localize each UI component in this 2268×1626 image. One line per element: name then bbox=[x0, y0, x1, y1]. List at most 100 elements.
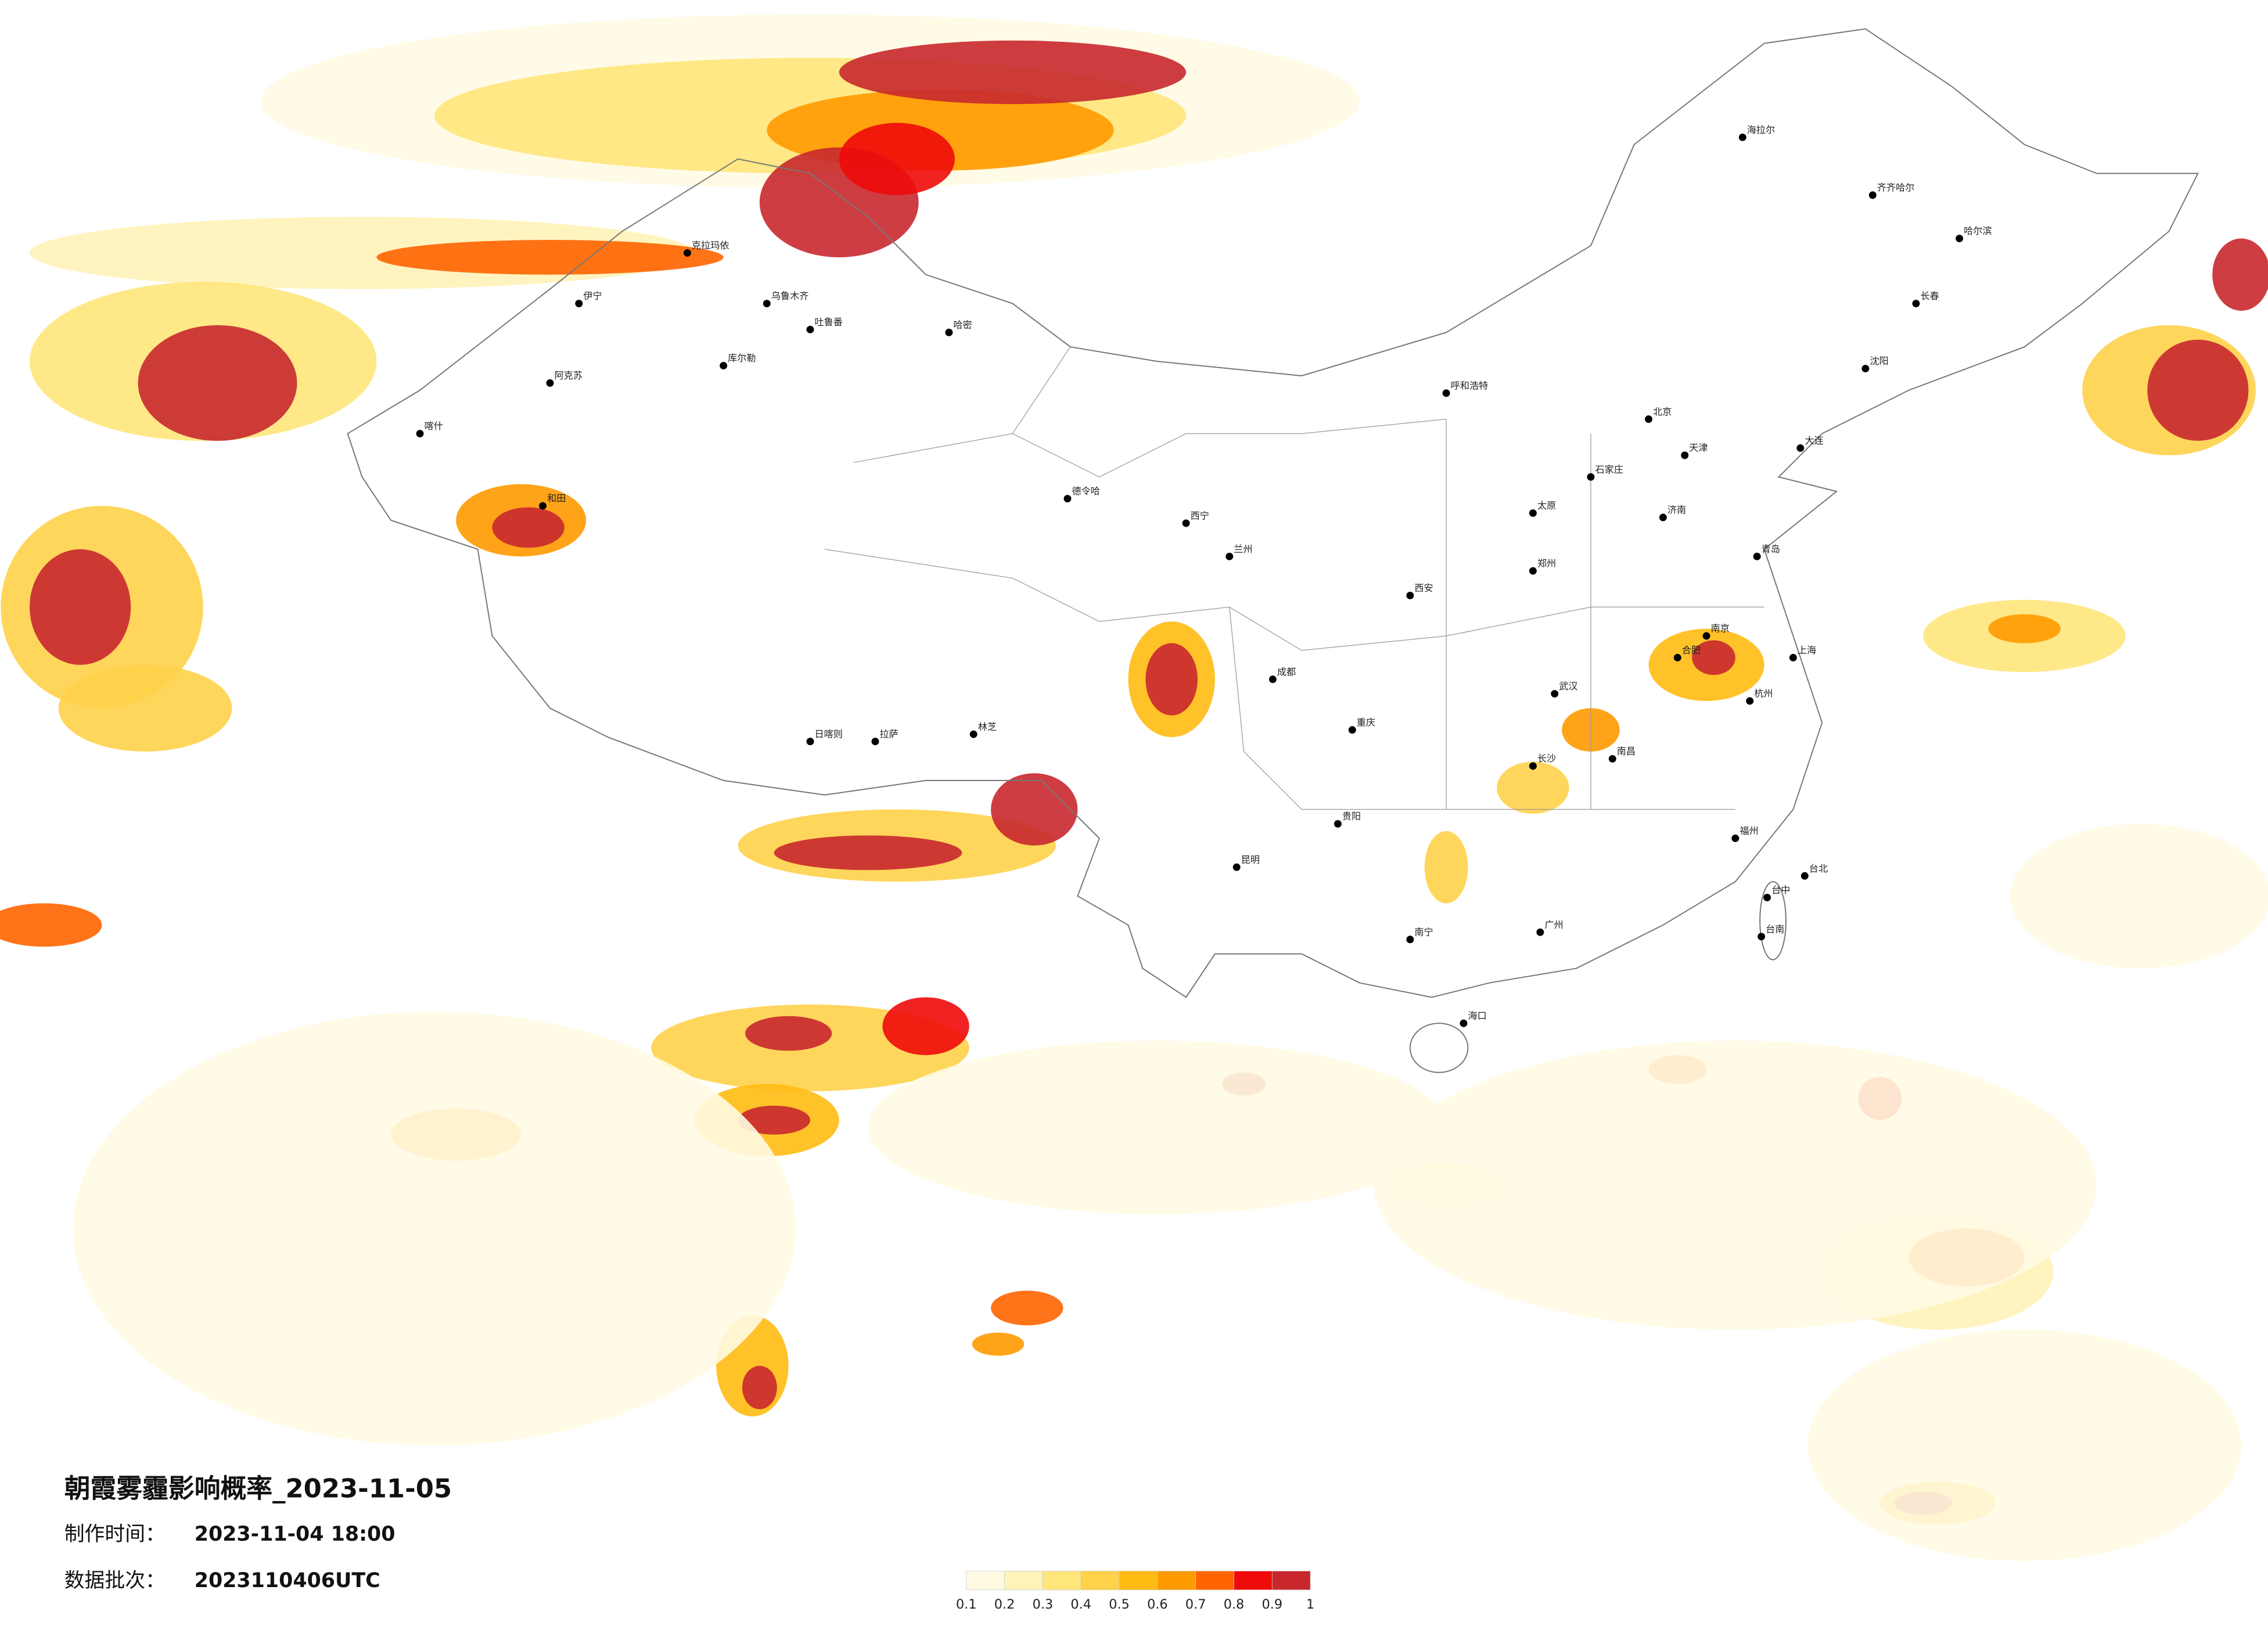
city-dot bbox=[1551, 690, 1559, 698]
city-label: 吐鲁番 bbox=[814, 316, 842, 328]
probability-area bbox=[1497, 761, 1569, 814]
legend-swatch bbox=[1119, 1571, 1158, 1591]
probability-area bbox=[868, 1041, 1447, 1214]
city-dot bbox=[1763, 894, 1771, 902]
city-dot bbox=[1536, 928, 1544, 936]
probability-area bbox=[29, 549, 131, 665]
probability-area bbox=[73, 1012, 796, 1445]
probability-area bbox=[1807, 1329, 2241, 1561]
city-dot bbox=[575, 300, 583, 308]
city-dot bbox=[1681, 451, 1689, 459]
city-dot bbox=[806, 325, 814, 333]
city-dot bbox=[1746, 697, 1754, 705]
city-label: 克拉玛依 bbox=[692, 240, 729, 251]
city-label: 乌鲁木齐 bbox=[771, 290, 809, 301]
city-label: 石家庄 bbox=[1595, 464, 1623, 475]
city-dot bbox=[1608, 755, 1616, 763]
city-dot bbox=[1956, 235, 1964, 243]
city-label: 济南 bbox=[1667, 505, 1686, 516]
city-dot bbox=[1861, 365, 1870, 373]
city-dot bbox=[969, 730, 977, 738]
city-dot bbox=[945, 328, 953, 336]
probability-area bbox=[0, 903, 102, 947]
probability-area bbox=[1145, 643, 1198, 715]
city-dot bbox=[1673, 653, 1681, 661]
city-label: 南宁 bbox=[1414, 926, 1433, 937]
probability-area bbox=[492, 507, 565, 548]
island-outline bbox=[1759, 881, 1787, 961]
city-dot bbox=[1800, 872, 1809, 880]
city-label: 长沙 bbox=[1537, 753, 1556, 764]
island-outline bbox=[1409, 1023, 1469, 1073]
city-label: 上海 bbox=[1798, 645, 1816, 656]
legend-swatch bbox=[1234, 1571, 1273, 1591]
probability-field bbox=[0, 14, 2268, 1561]
city-dot bbox=[1334, 820, 1342, 828]
city-dot bbox=[1442, 389, 1450, 397]
city-dot bbox=[683, 249, 691, 257]
city-label: 台南 bbox=[1766, 923, 1784, 934]
city-label: 喀什 bbox=[424, 420, 443, 431]
probability-area bbox=[1692, 640, 1735, 675]
city-label: 北京 bbox=[1653, 406, 1672, 417]
city-dot bbox=[1182, 519, 1190, 527]
probability-area bbox=[58, 664, 232, 752]
city-dot bbox=[539, 502, 547, 510]
city-dot bbox=[806, 738, 814, 746]
map-title: 朝霞雾霾影响概率_2023-11-05 bbox=[64, 1473, 452, 1503]
probability-area bbox=[745, 1016, 832, 1051]
probability-area bbox=[774, 835, 962, 870]
probability-area bbox=[2212, 238, 2268, 311]
legend-tick-label: 1 bbox=[1306, 1597, 1314, 1612]
city-dot bbox=[871, 738, 879, 746]
city-label: 西安 bbox=[1414, 582, 1433, 593]
city-dot bbox=[1587, 473, 1595, 481]
city-label: 太原 bbox=[1537, 500, 1556, 511]
city-label: 西宁 bbox=[1191, 510, 1209, 521]
legend-tick-label: 0.4 bbox=[1070, 1597, 1091, 1612]
legend-swatch bbox=[1004, 1571, 1043, 1591]
legend-tick-label: 0.1 bbox=[956, 1597, 977, 1612]
city-dot bbox=[1645, 415, 1653, 423]
probability-area bbox=[839, 123, 955, 195]
info-value: 2023-11-04 18:00 bbox=[195, 1523, 396, 1546]
info-label: 制作时间： bbox=[64, 1523, 166, 1546]
city-label: 昆明 bbox=[1241, 854, 1260, 865]
city-label: 南昌 bbox=[1617, 746, 1636, 757]
city-dot bbox=[720, 362, 728, 370]
info-label: 数据批次： bbox=[64, 1569, 166, 1592]
city-dot bbox=[1529, 509, 1537, 517]
city-label: 拉萨 bbox=[879, 728, 898, 739]
city-dot bbox=[1268, 675, 1277, 684]
city-label: 杭州 bbox=[1754, 688, 1773, 699]
legend-tick-label: 0.8 bbox=[1224, 1597, 1245, 1612]
city-dot bbox=[763, 300, 771, 308]
city-label: 青岛 bbox=[1762, 544, 1780, 555]
city-dot bbox=[1225, 552, 1234, 560]
probability-area bbox=[138, 325, 297, 441]
probability-area bbox=[1988, 614, 2061, 643]
city-label: 兰州 bbox=[1234, 544, 1252, 555]
country-outline bbox=[347, 28, 2199, 998]
city-label: 大连 bbox=[1805, 435, 1823, 446]
legend: 0.1 0.2 0.3 0.4 0.5 0.6 0.7 0.8 0.9 1 bbox=[956, 1571, 1314, 1612]
city-label: 合肥 bbox=[1682, 645, 1701, 656]
city-label: 武汉 bbox=[1559, 681, 1577, 692]
city-label: 南京 bbox=[1711, 623, 1730, 634]
city-label: 福州 bbox=[1739, 825, 1758, 836]
city-dot bbox=[1659, 513, 1667, 521]
probability-area bbox=[2010, 823, 2268, 969]
probability-area bbox=[376, 240, 724, 275]
city-label: 林芝 bbox=[978, 721, 997, 732]
city-dot bbox=[1868, 191, 1877, 199]
legend-tick-label: 0.3 bbox=[1033, 1597, 1054, 1612]
city-dot bbox=[1738, 133, 1746, 141]
city-label: 成都 bbox=[1277, 666, 1296, 677]
city-dot bbox=[1460, 1019, 1468, 1027]
probability-area bbox=[882, 997, 969, 1055]
city-label: 海口 bbox=[1468, 1010, 1486, 1021]
city-label: 长春 bbox=[1920, 290, 1939, 301]
